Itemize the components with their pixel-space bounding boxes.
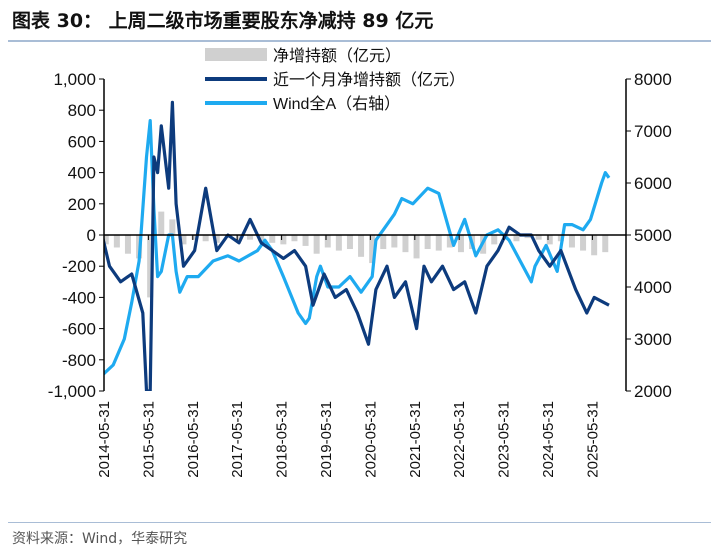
left-tick-label: 200 xyxy=(68,195,96,214)
weekly-net-bar xyxy=(580,235,587,251)
x-tick-label: 2015-05-31 xyxy=(140,401,157,478)
x-tick-label: 2016-05-31 xyxy=(185,401,202,478)
weekly-net-bar xyxy=(435,235,442,251)
x-tick-label: 2021-05-31 xyxy=(407,401,424,478)
weekly-net-bar xyxy=(169,219,176,235)
x-tick-label: 2019-05-31 xyxy=(318,401,335,478)
weekly-net-bar xyxy=(369,235,376,264)
x-tick-label: 2023-05-31 xyxy=(496,401,513,478)
weekly-net-bar xyxy=(158,211,165,235)
weekly-net-bar xyxy=(104,235,109,245)
weekly-net-bar xyxy=(291,235,298,242)
weekly-net-bar xyxy=(513,235,520,242)
footer-divider xyxy=(8,522,711,523)
weekly-net-bar xyxy=(591,235,598,256)
weekly-net-bar xyxy=(247,235,254,240)
weekly-net-bar xyxy=(302,235,309,246)
right-tick-label: 3000 xyxy=(634,330,672,349)
weekly-net-bar xyxy=(313,235,320,254)
weekly-net-bar xyxy=(358,235,365,257)
legend-swatch-weekly xyxy=(205,48,267,61)
right-tick-label: 6000 xyxy=(634,174,672,193)
weekly-net-bar xyxy=(391,235,398,248)
weekly-net-bar xyxy=(491,235,498,245)
weekly-net-bar xyxy=(202,235,209,242)
weekly-net-bar xyxy=(446,235,453,248)
title-divider xyxy=(8,40,711,42)
monthly-net-line xyxy=(104,100,610,391)
weekly-net-bar xyxy=(413,235,420,259)
x-tick-label: 2020-05-31 xyxy=(362,401,379,478)
right-tick-label: 2000 xyxy=(634,382,672,401)
weekly-net-bar xyxy=(324,235,331,248)
weekly-net-bar xyxy=(258,235,265,242)
weekly-net-bar xyxy=(568,235,575,248)
weekly-net-bar xyxy=(147,235,154,298)
weekly-net-bar xyxy=(191,235,198,240)
weekly-net-bar xyxy=(180,235,187,245)
weekly-net-bar xyxy=(346,235,353,250)
x-tick-label: 2018-05-31 xyxy=(274,401,291,478)
weekly-net-bar xyxy=(235,235,242,242)
legend-label-winda: Wind全A（右轴） xyxy=(273,95,400,113)
left-tick-label: -400 xyxy=(62,288,96,307)
left-tick-label: 400 xyxy=(68,164,96,183)
right-tick-label: 7000 xyxy=(634,122,672,141)
left-tick-label: 800 xyxy=(68,101,96,120)
x-tick-label: 2017-05-31 xyxy=(229,401,246,478)
weekly-net-bar xyxy=(269,235,276,243)
weekly-net-bar xyxy=(535,235,542,240)
x-tick-label: 2014-05-31 xyxy=(96,401,113,478)
right-tick-label: 5000 xyxy=(634,226,672,245)
chart-area: 1,0008006004002000-200-400-600-800-1,000… xyxy=(48,47,672,478)
left-tick-label: 600 xyxy=(68,132,96,151)
left-tick-label: -200 xyxy=(62,257,96,276)
x-tick-label: 2025-05-31 xyxy=(584,401,601,478)
right-tick-label: 8000 xyxy=(634,70,672,89)
x-tick-label: 2024-05-31 xyxy=(540,401,557,478)
weekly-net-bar xyxy=(602,235,609,253)
weekly-net-bar xyxy=(424,235,431,250)
weekly-net-bar xyxy=(124,235,131,254)
x-tick-label: 2022-05-31 xyxy=(451,401,468,478)
weekly-net-bar xyxy=(380,235,387,250)
weekly-net-bar xyxy=(280,235,287,245)
weekly-net-bar xyxy=(546,235,553,245)
figure-title: 图表 30： 上周二级市场重要股东净减持 89 亿元 xyxy=(12,10,434,32)
legend-label-weekly: 净增持额（亿元） xyxy=(273,47,401,65)
right-tick-label: 4000 xyxy=(634,278,672,297)
weekly-net-bar xyxy=(213,235,220,243)
weekly-net-bar xyxy=(457,235,464,253)
weekly-net-bar xyxy=(335,235,342,251)
weekly-net-bar xyxy=(113,235,120,248)
weekly-net-bar xyxy=(402,235,409,253)
left-tick-label: -800 xyxy=(62,351,96,370)
left-tick-label: -600 xyxy=(62,320,96,339)
source-note: 资料来源：Wind，华泰研究 xyxy=(12,531,188,547)
legend-label-monthly: 近一个月净增持额（亿元） xyxy=(273,71,465,89)
left-tick-label: 0 xyxy=(87,226,96,245)
left-tick-label: -1,000 xyxy=(48,382,96,401)
winda-line xyxy=(104,118,611,376)
left-tick-label: 1,000 xyxy=(53,70,96,89)
